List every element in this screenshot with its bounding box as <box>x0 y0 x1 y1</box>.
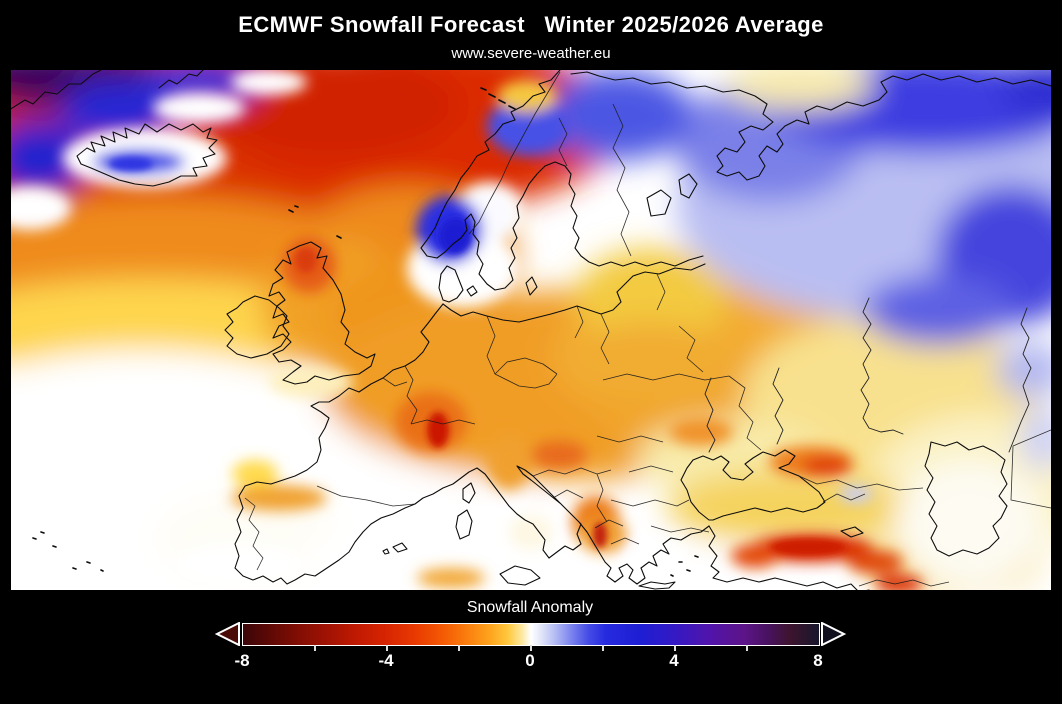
colorbar-tick-labels: -8 -4 0 4 8 <box>234 651 822 673</box>
river-volga <box>860 297 904 435</box>
islands-small-dots <box>32 87 699 577</box>
coast-west-europe <box>234 303 710 585</box>
lakes-ladoga-onega <box>646 173 698 217</box>
anomaly-blob <box>731 544 779 568</box>
colorbar-tick <box>674 645 676 651</box>
anomaly-blob <box>269 366 353 398</box>
coast-scandinavia <box>420 70 704 291</box>
anomaly-blob <box>11 186 71 230</box>
anomaly-blob <box>417 568 485 588</box>
colorbar-tick-label: 4 <box>669 651 679 670</box>
anomaly-blob <box>875 574 923 590</box>
country-borders <box>244 71 1051 587</box>
coast-denmark <box>438 265 478 303</box>
anomaly-blob <box>996 342 1051 398</box>
anomaly-blob <box>174 543 304 587</box>
colorbar-tick-label: -4 <box>378 651 394 670</box>
page-title: ECMWF Snowfall Forecast Winter 2025/2026… <box>238 12 824 37</box>
colorbar-tick <box>386 645 388 651</box>
anomaly-blob <box>770 539 846 555</box>
coast-baltic-south <box>442 263 706 323</box>
coast-black-sea <box>680 449 826 521</box>
anomaly-blob <box>593 522 607 548</box>
colorbar-tick-label: 8 <box>813 651 823 670</box>
anomaly-blob <box>864 275 1014 345</box>
colorbar-tick-label: -8 <box>234 651 250 670</box>
page-subtitle: www.severe-weather.eu <box>451 45 611 62</box>
colorbar-tick <box>602 645 604 651</box>
anomaly-blob <box>1019 406 1051 470</box>
river-dnieper <box>704 377 716 453</box>
anomaly-blob <box>847 550 903 574</box>
header: ECMWF Snowfall Forecast Winter 2025/2026… <box>0 0 1062 62</box>
coast-greenland <box>11 70 204 110</box>
europe-snowfall-anomaly-map <box>11 70 1051 590</box>
anomaly-blob <box>666 470 916 546</box>
anomaly-blob <box>109 157 153 171</box>
coast-britain <box>268 241 376 385</box>
anomaly-blob <box>509 514 553 550</box>
colorbar-tick-label: 0 <box>525 651 535 670</box>
colorbar-left-arrow-icon <box>214 622 240 646</box>
anomaly-blob <box>232 460 278 488</box>
anomaly-blob <box>61 80 177 144</box>
anomaly-blob <box>566 322 736 402</box>
coast-arctic-russia <box>570 71 1051 181</box>
anomaly-blob <box>669 418 733 446</box>
colorbar-right-arrow-icon <box>821 622 847 646</box>
colorbar-tick <box>314 645 316 651</box>
anomaly-field-fine-layer <box>109 157 846 555</box>
anomaly-blob <box>1001 70 1051 116</box>
anomaly-blob <box>531 441 587 469</box>
colorbar-tick <box>746 645 748 651</box>
anomaly-blob <box>802 456 852 476</box>
anomaly-blob <box>576 248 726 348</box>
borders-path <box>244 71 1051 587</box>
colorbar-gradient <box>242 623 820 651</box>
anomaly-blob <box>427 412 449 448</box>
colorbar-tick <box>458 645 460 651</box>
anomaly-blob <box>497 80 557 112</box>
coast-turkey-south <box>708 525 870 590</box>
anomaly-blob <box>544 70 694 160</box>
anomaly-blob <box>295 247 317 273</box>
anomaly-blob <box>153 93 245 123</box>
anomaly-blob <box>439 218 471 254</box>
river-don <box>772 367 784 445</box>
map-canvas <box>11 70 1051 590</box>
anomaly-blob <box>487 96 571 156</box>
islands-mediterranean <box>382 276 864 590</box>
coast-ireland <box>224 295 290 359</box>
river-ural <box>1008 307 1032 453</box>
anomaly-blob <box>11 70 74 92</box>
anomaly-blob <box>894 460 1044 590</box>
coastlines <box>11 70 1051 590</box>
coast-iceland <box>76 123 218 187</box>
anomaly-blob <box>231 485 327 511</box>
anomaly-blob <box>231 70 307 95</box>
anomaly-blob <box>11 120 87 196</box>
colorbar-tick <box>530 645 532 651</box>
anomaly-blob <box>487 434 531 490</box>
colorbar-label: Snowfall Anomaly <box>466 599 594 616</box>
anomaly-blob <box>633 540 685 584</box>
rivers <box>704 297 1032 453</box>
coast-caspian-sea <box>924 441 1008 557</box>
